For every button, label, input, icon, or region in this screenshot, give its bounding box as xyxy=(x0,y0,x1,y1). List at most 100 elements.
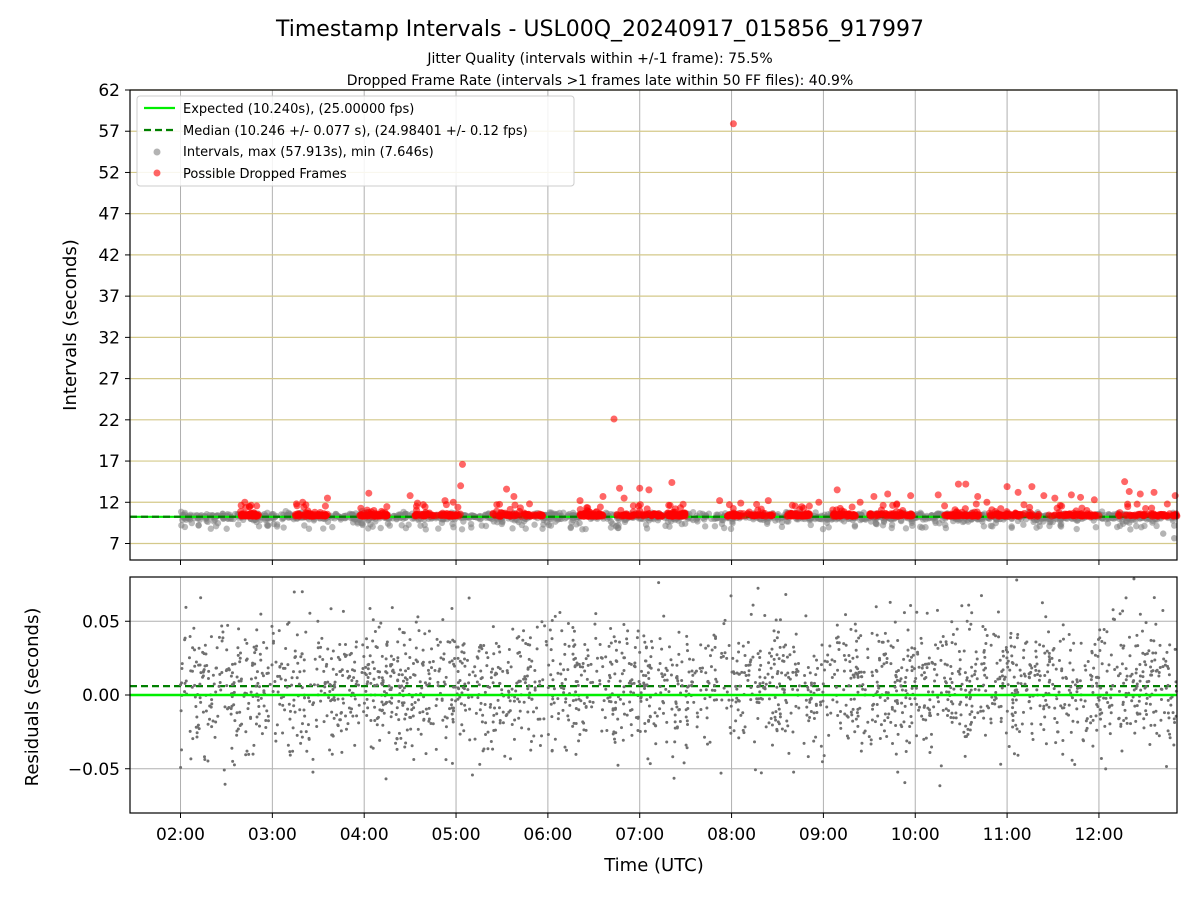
residual-point xyxy=(280,662,284,666)
residual-point xyxy=(1109,711,1113,715)
residual-point xyxy=(968,712,972,716)
residual-point xyxy=(258,652,262,656)
residual-point xyxy=(233,719,237,723)
residual-point xyxy=(390,606,394,610)
residual-point xyxy=(835,700,839,704)
interval-point xyxy=(235,521,242,528)
residual-point xyxy=(198,696,202,700)
residual-point xyxy=(944,680,948,684)
residual-point xyxy=(629,690,633,694)
residual-point xyxy=(784,593,788,597)
interval-point xyxy=(689,516,697,524)
residual-point xyxy=(604,687,608,691)
residual-point xyxy=(1127,635,1131,639)
residual-point xyxy=(1004,731,1008,735)
residual-point xyxy=(982,662,986,666)
residual-point xyxy=(904,696,908,700)
residual-point xyxy=(1164,686,1168,690)
residual-point xyxy=(908,697,912,701)
residual-point xyxy=(875,669,879,673)
residual-point xyxy=(497,706,501,710)
interval-point xyxy=(678,520,686,528)
residual-point xyxy=(751,655,755,659)
interval-point xyxy=(435,525,442,532)
residual-point xyxy=(979,594,983,598)
residual-point xyxy=(1120,662,1124,666)
residual-point xyxy=(684,715,688,719)
residual-point xyxy=(903,781,907,785)
residual-point xyxy=(302,708,306,712)
residual-point xyxy=(660,672,664,676)
residual-point xyxy=(1154,651,1158,655)
residual-point xyxy=(338,670,342,674)
residual-point xyxy=(605,728,609,732)
residual-point xyxy=(477,683,481,687)
residual-point xyxy=(253,651,257,655)
residual-point xyxy=(512,737,516,741)
residual-point xyxy=(390,669,394,673)
residual-point xyxy=(1143,652,1147,656)
residual-point xyxy=(999,720,1003,724)
residual-point xyxy=(712,698,716,702)
residual-point xyxy=(473,665,477,669)
residual-point xyxy=(463,682,467,686)
residual-point xyxy=(577,708,581,712)
interval-point xyxy=(384,520,392,527)
residual-point xyxy=(1166,729,1170,733)
residual-point xyxy=(382,711,386,715)
residual-point xyxy=(1132,679,1136,683)
residual-point xyxy=(903,704,907,708)
dropped-frame-outlier xyxy=(457,482,465,490)
residual-point xyxy=(927,662,931,666)
residual-point xyxy=(189,757,193,761)
residual-point xyxy=(633,645,637,649)
intervals-y-tick-label: 27 xyxy=(98,370,120,390)
residual-point xyxy=(1141,670,1145,674)
residual-point xyxy=(607,644,611,648)
residual-point xyxy=(498,650,502,654)
residual-point xyxy=(994,634,998,638)
interval-point xyxy=(301,522,308,529)
residual-point xyxy=(1104,696,1108,700)
residual-point xyxy=(713,668,717,672)
residual-point xyxy=(913,679,917,683)
residual-point xyxy=(479,701,483,705)
residual-point xyxy=(768,681,772,685)
residual-point xyxy=(904,675,908,679)
residual-point xyxy=(1075,678,1079,682)
residual-point xyxy=(768,651,772,655)
residual-point xyxy=(452,662,456,666)
residual-point xyxy=(444,736,448,740)
dropped-frame-outlier xyxy=(893,500,901,508)
residual-point xyxy=(311,770,315,774)
residual-point xyxy=(638,650,642,654)
residual-point xyxy=(1137,699,1141,703)
residual-point xyxy=(672,776,676,780)
dropped-frame-outlier xyxy=(1077,493,1085,501)
residual-point xyxy=(975,657,979,661)
residual-point xyxy=(1009,644,1013,648)
residual-point xyxy=(684,708,688,712)
residual-point xyxy=(1043,651,1047,655)
residual-point xyxy=(491,681,495,685)
residual-point xyxy=(1060,706,1064,710)
dropped-frame-outlier xyxy=(962,480,970,488)
residual-point xyxy=(1035,662,1039,666)
residual-point xyxy=(323,685,327,689)
residual-point xyxy=(1047,630,1051,634)
residual-point xyxy=(904,689,908,693)
residual-point xyxy=(377,675,381,679)
residual-point xyxy=(893,699,897,703)
dropped-frame-outlier xyxy=(833,486,841,494)
residual-point xyxy=(568,703,572,707)
residual-point xyxy=(749,612,753,616)
dropped-frame-point xyxy=(378,507,386,515)
residual-point xyxy=(723,618,727,622)
residual-point xyxy=(1144,702,1148,706)
residual-point xyxy=(581,662,585,666)
residual-point xyxy=(706,644,710,648)
dropped-frame-point xyxy=(997,505,1005,513)
residual-point xyxy=(834,685,838,689)
residual-point xyxy=(849,676,853,680)
residual-point xyxy=(264,718,268,722)
